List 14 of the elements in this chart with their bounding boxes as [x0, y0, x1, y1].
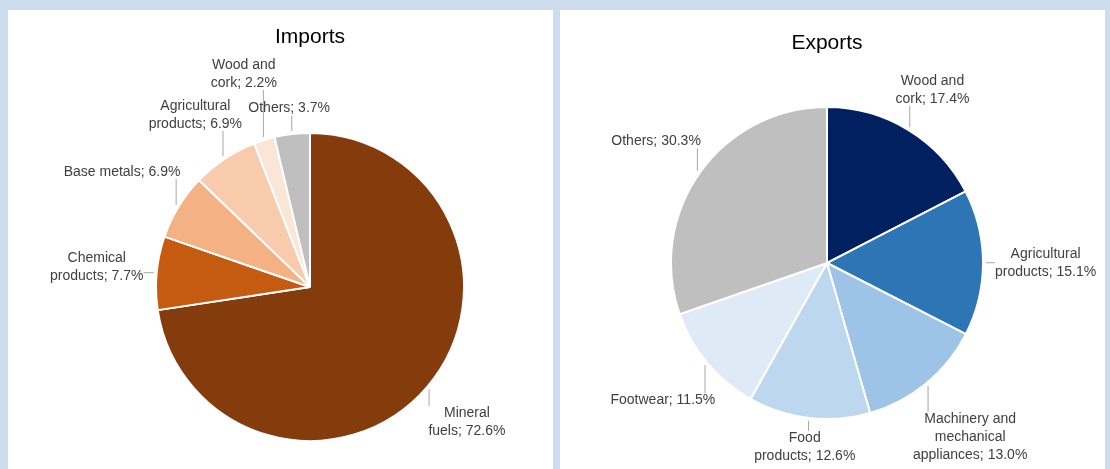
- slice-label: Machinery and mechanical appliances; 13.0%: [912, 409, 1028, 462]
- slice-label: Base metals; 6.9%: [63, 162, 181, 179]
- slice-label: Mineral fuels; 72.6%: [428, 403, 506, 438]
- chart-title: Imports: [274, 24, 346, 48]
- slice-label: Others; 3.7%: [248, 99, 331, 116]
- slice-label: Food products; 12.6%: [754, 428, 856, 463]
- slice-label: Chemical products; 7.7%: [50, 249, 144, 284]
- slice-label: Agricultural products; 6.9%: [148, 96, 243, 131]
- chart-title: Exports: [790, 30, 864, 54]
- slice-label: Wood and cork; 17.4%: [895, 71, 970, 106]
- slice-label: Wood and cork; 2.2%: [210, 55, 277, 90]
- slice-label: Agricultural products; 15.1%: [995, 244, 1097, 279]
- slice-label: Others; 30.3%: [611, 132, 701, 149]
- slice-label: Footwear; 11.5%: [610, 391, 716, 408]
